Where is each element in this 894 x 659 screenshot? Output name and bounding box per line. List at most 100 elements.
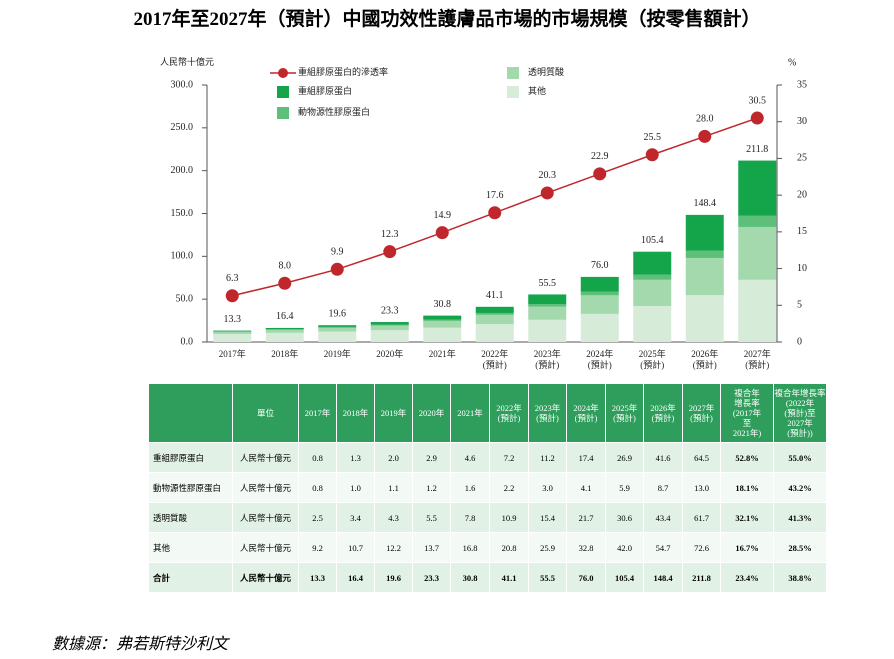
line-point (698, 129, 712, 143)
source: 數據源：弗若斯特沙利文 (52, 636, 229, 653)
table-cell: 人民幣十億元 (232, 532, 299, 563)
x-tick-label: 2027年 (預計) (743, 349, 771, 370)
line-point (383, 245, 397, 259)
bar-segment (685, 295, 724, 342)
x-tick-label: 2017年 (218, 349, 246, 359)
table-cell: 3.4 (336, 502, 375, 533)
bar-segment (738, 226, 777, 280)
legend-label: 其他 (528, 85, 546, 96)
header-cell: 單位 (232, 383, 299, 443)
total-label: 30.8 (434, 299, 452, 310)
table-cell: 3.0 (528, 472, 567, 503)
y-tick-label: 200.0 (171, 165, 194, 176)
table-cell: 1.2 (412, 472, 451, 503)
table-cell: 43.4 (643, 502, 683, 533)
bar-segment (685, 250, 724, 258)
total-label: 55.5 (539, 278, 557, 289)
line-label: 9.9 (331, 247, 344, 258)
bar-segment (423, 327, 462, 342)
x-tick-label: 2018年 (271, 349, 299, 359)
line-point (278, 276, 292, 290)
table-cell: 64.5 (682, 442, 721, 473)
header-cell: 2023年 (預計) (528, 383, 567, 443)
table-cell: 26.9 (605, 442, 644, 473)
table-cell: 13.3 (298, 562, 337, 593)
legend-swatch (507, 67, 519, 79)
table-cell: 11.2 (528, 442, 567, 473)
bar-segment (318, 327, 357, 332)
total-label: 16.4 (276, 311, 294, 322)
table-cell: 72.6 (682, 532, 721, 563)
table-cell: 20.8 (489, 532, 529, 563)
table-row: 動物源性膠原蛋白 人民幣十億元 0.8 1.0 1.1 1.2 1.6 2.2 3.0 4.1 5.… (148, 472, 827, 503)
x-tick-label: 2021年 (428, 349, 456, 359)
header-cell: 複合年 增長率 (2017年 至 2021年) (720, 383, 774, 443)
table-cell: 52.8% (720, 442, 774, 473)
legend-label: 重組膠原蛋白的滲透率 (298, 66, 388, 77)
bar-segment (685, 214, 724, 251)
table-cell: 19.6 (374, 562, 413, 593)
bar-segment (528, 304, 567, 307)
y-tick-label: 250.0 (171, 122, 194, 133)
header-cell: 2027年 (預計) (682, 383, 721, 443)
table-cell: 41.6 (643, 442, 683, 473)
table-cell: 動物源性膠原蛋白 (148, 472, 233, 503)
table-cell: 17.4 (566, 442, 606, 473)
table-cell: 人民幣十億元 (232, 502, 299, 533)
table-cell: 2.5 (298, 502, 337, 533)
table-cell: 7.2 (489, 442, 529, 473)
table-cell: 0.8 (298, 442, 337, 473)
table-cell: 18.1% (720, 472, 774, 503)
legend-swatch (277, 86, 289, 98)
total-label: 76.0 (591, 260, 609, 271)
table-cell: 15.4 (528, 502, 567, 533)
table-cell: 13.0 (682, 472, 721, 503)
table-cell: 41.1 (489, 562, 529, 593)
table-cell: 0.8 (298, 472, 337, 503)
x-tick-label: 2026年 (預計) (691, 349, 719, 370)
table-cell: 10.7 (336, 532, 375, 563)
bar-segment (423, 319, 462, 321)
table-cell: 2.9 (412, 442, 451, 473)
line-point (488, 206, 502, 220)
table-row: 其他 人民幣十億元 9.2 10.7 12.2 13.7 16.8 20.8 25.9 32.8 4… (148, 532, 827, 563)
y-axis-label: 人民幣十億元 (160, 56, 214, 67)
line-point (540, 186, 554, 200)
header-cell: 2017年 (298, 383, 337, 443)
bar-segment (213, 330, 252, 332)
table-cell: 7.8 (450, 502, 490, 533)
x-tick-label: 2020年 (376, 349, 404, 359)
bar-segment (318, 325, 357, 327)
line-label: 17.6 (486, 190, 504, 201)
bar-segment (738, 279, 777, 342)
total-label: 23.3 (381, 305, 399, 316)
table-cell: 人民幣十億元 (232, 562, 299, 593)
bar-segment (475, 324, 514, 342)
header-cell (148, 383, 233, 443)
table-cell: 42.0 (605, 532, 644, 563)
line-label: 14.9 (434, 210, 452, 221)
y-tick-label: 300.0 (171, 79, 194, 90)
bar-segment (318, 326, 357, 328)
total-label: 13.3 (224, 314, 242, 325)
line-label: 20.3 (539, 170, 557, 181)
bar-segment (580, 295, 619, 314)
table-cell: 55.5 (528, 562, 567, 593)
header-cell: 2022年 (預計) (489, 383, 529, 443)
total-label: 41.1 (486, 290, 504, 301)
bar-segment (633, 251, 672, 275)
y2-tick-label: 15 (797, 226, 807, 237)
header-cell: 2019年 (374, 383, 413, 443)
line-label: 30.5 (749, 95, 767, 106)
bar-segment (580, 291, 619, 296)
table-cell: 105.4 (605, 562, 644, 593)
y2-tick-label: 25 (797, 153, 807, 164)
table-cell: 38.8% (773, 562, 827, 593)
data-table: 單位 2017年 2018年 2019年 2020年 2021年 2022年 (預計) 202… (148, 383, 827, 593)
table-cell: 透明質酸 (148, 502, 233, 533)
table-row: 透明質酸 人民幣十億元 2.5 3.4 4.3 5.5 7.8 10.9 15.4 21.7 30.… (148, 502, 827, 533)
legend-label: 透明質酸 (528, 66, 564, 77)
total-label: 148.4 (694, 198, 717, 209)
x-tick-label: 2019年 (323, 349, 351, 359)
line-label: 6.3 (226, 273, 239, 284)
